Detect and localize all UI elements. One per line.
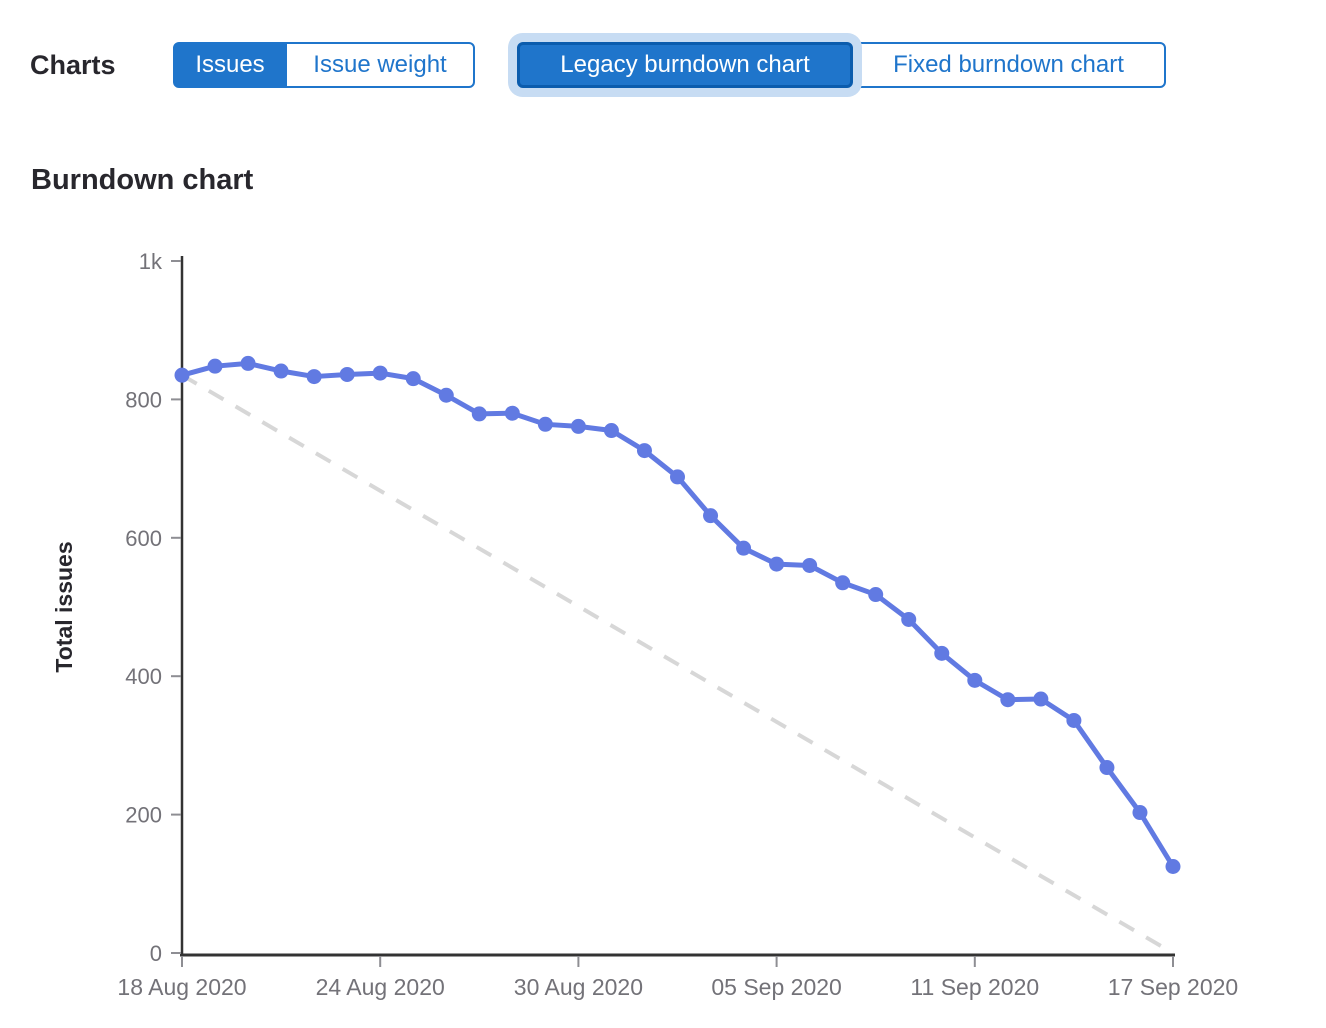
burndown-point[interactable] <box>603 423 619 439</box>
burndown-point[interactable] <box>1099 760 1115 776</box>
fixed-burndown-chart-button[interactable]: Fixed burndown chart <box>851 42 1166 88</box>
burndown-point[interactable] <box>372 365 388 381</box>
burndown-point[interactable] <box>504 405 520 421</box>
burndown-point[interactable] <box>1165 859 1181 874</box>
burndown-point[interactable] <box>901 611 917 627</box>
x-tick-label: 11 Sep 2020 <box>910 974 1039 1000</box>
burndown-point[interactable] <box>703 508 719 524</box>
burndown-point[interactable] <box>769 556 785 572</box>
burndown-point[interactable] <box>868 587 884 603</box>
burndown-point[interactable] <box>636 443 652 459</box>
x-tick-label: 17 Sep 2020 <box>1108 974 1238 1000</box>
burndown-point[interactable] <box>174 367 190 383</box>
burndown-point[interactable] <box>1033 691 1049 707</box>
x-tick-label: 05 Sep 2020 <box>711 974 841 1000</box>
burndown-point[interactable] <box>339 366 355 382</box>
burndown-point[interactable] <box>471 406 487 422</box>
issues-toggle-button[interactable]: Issues <box>173 42 287 88</box>
burndown-point[interactable] <box>405 371 421 387</box>
burndown-point[interactable] <box>306 369 322 385</box>
burndown-line <box>179 360 1176 869</box>
burndown-point[interactable] <box>802 557 818 573</box>
burndown-point[interactable] <box>670 469 685 485</box>
burndown-point[interactable] <box>570 418 586 434</box>
x-tick-label: 30 Aug 2020 <box>514 974 643 1000</box>
burndown-point[interactable] <box>537 416 553 432</box>
y-tick-label: 0 <box>150 941 162 966</box>
burndown-point[interactable] <box>1000 692 1016 708</box>
y-tick-label: 1k <box>139 249 163 274</box>
burndown-chart: 0 200 400 600 800 1k 18 Aug 2020 24 Aug 2020 30 … <box>51 249 1238 1000</box>
y-tick-label: 400 <box>125 664 162 689</box>
ideal-guideline <box>180 373 1175 955</box>
burndown-point[interactable] <box>273 363 289 379</box>
burndown-chart-title: Burndown chart <box>31 164 254 196</box>
burndown-point[interactable] <box>240 355 256 371</box>
burndown-point[interactable] <box>967 672 983 688</box>
y-tick-label: 200 <box>125 803 162 828</box>
burndown-point[interactable] <box>207 358 223 374</box>
burndown-point[interactable] <box>1066 712 1082 728</box>
x-tick-label: 24 Aug 2020 <box>316 974 445 1000</box>
burndown-point[interactable] <box>1132 805 1148 821</box>
y-axis-title: Total issues <box>51 541 77 672</box>
y-tick-label: 800 <box>125 387 162 412</box>
charts-label: Charts <box>30 50 116 80</box>
burndown-point[interactable] <box>736 540 752 556</box>
burndown-point[interactable] <box>934 645 950 661</box>
burndown-point[interactable] <box>835 575 851 591</box>
legacy-burndown-chart-button[interactable]: Legacy burndown chart <box>517 42 853 88</box>
y-tick-label: 600 <box>125 526 162 551</box>
burndown-point[interactable] <box>438 387 454 403</box>
x-tick-label: 18 Aug 2020 <box>117 974 246 1000</box>
issue-weight-toggle-button[interactable]: Issue weight <box>285 42 475 88</box>
